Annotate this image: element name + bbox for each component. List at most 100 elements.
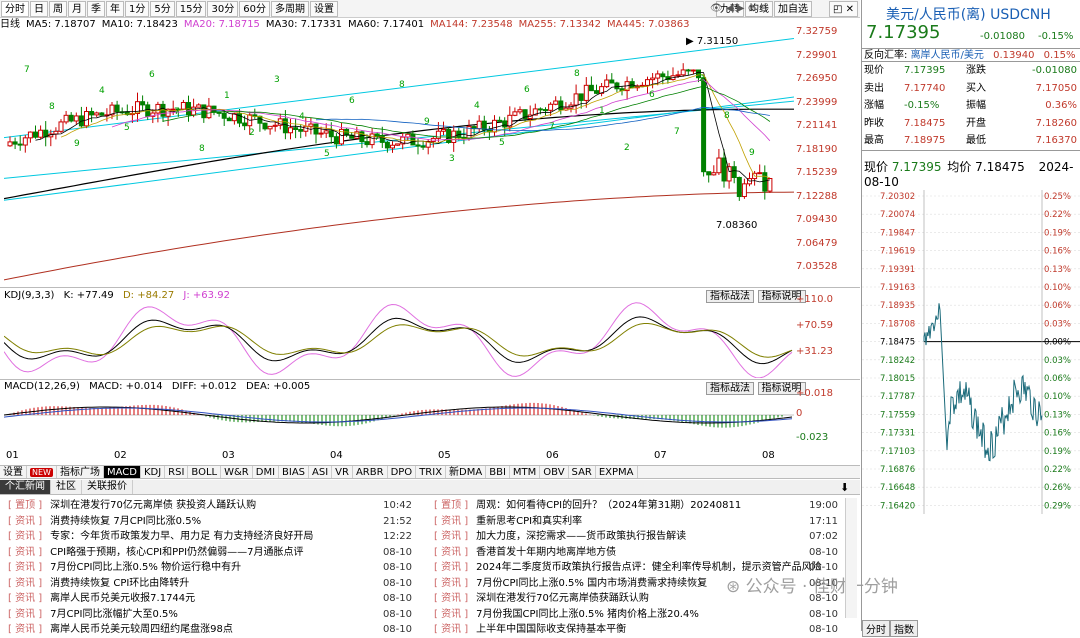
- news-item[interactable]: [ 资讯 ] 7月份CPI同比上涨0.5% 国内市场消费需求持续恢复 08-10: [426, 576, 846, 592]
- macd-strategy-button[interactable]: 指标战法: [706, 382, 754, 395]
- period-button[interactable]: 日: [30, 1, 48, 17]
- tab-index[interactable]: 指数: [890, 620, 918, 637]
- news-item[interactable]: [ 资讯 ] 离岸人民币兑美元较周四纽约尾盘涨98点 08-10: [0, 622, 420, 638]
- indicator-tab-w&r[interactable]: W&R: [221, 466, 253, 478]
- period-button[interactable]: 年: [106, 1, 124, 17]
- news-item[interactable]: [ 置顶 ] 深圳在港发行70亿元离岸债 获投资人踊跃认购 10:42: [0, 498, 420, 514]
- indicator-tab-arbr[interactable]: ARBR: [353, 466, 388, 478]
- candle: [99, 112, 105, 116]
- period-button[interactable]: 周: [49, 1, 67, 17]
- news-title[interactable]: 深圳在港发行70亿元离岸债获踊跃认购: [476, 593, 649, 604]
- intraday-price-tick: 7.18708: [880, 319, 915, 329]
- indicator-tab-asi[interactable]: ASI: [309, 466, 333, 478]
- news-title[interactable]: 深圳在港发行70亿元离岸债 获投资人踊跃认购: [50, 500, 257, 511]
- news-item[interactable]: [ 资讯 ] 香港首发十年期内地离岸地方债 08-10: [426, 545, 846, 561]
- news-tab[interactable]: 社区: [51, 480, 82, 494]
- tab-intraday[interactable]: 分时: [862, 620, 890, 637]
- news-item[interactable]: [ 资讯 ] 7月份CPI同比上涨0.5% 物价运行稳中有升 08-10: [0, 560, 420, 576]
- news-title[interactable]: CPI略强于预期，核心CPI和PPI仍然偏弱——7月通胀点评: [50, 546, 304, 558]
- macd-help-button[interactable]: 指标说明: [757, 382, 806, 395]
- window-control-icon[interactable]: ◰ ✕: [828, 1, 858, 17]
- news-tab[interactable]: 关联报价: [82, 480, 133, 494]
- candle: [73, 112, 79, 125]
- news-item[interactable]: [ 资讯 ] 消费持续恢复 CPI环比由降转升 08-10: [0, 576, 420, 592]
- indicator-tab-dmi[interactable]: DMI: [253, 466, 280, 478]
- news-item[interactable]: [ 资讯 ] 加大力度，深挖需求——货币政策执行报告解读 07:02: [426, 529, 846, 545]
- indicator-tab-mtm[interactable]: MTM: [510, 466, 541, 478]
- indicator-tab-new[interactable]: NEW: [27, 466, 57, 478]
- period-button[interactable]: 5分: [150, 1, 175, 17]
- news-title[interactable]: 加大力度，深挖需求——货币政策执行报告解读: [476, 531, 687, 542]
- indicator-tab-vr[interactable]: VR: [332, 466, 353, 478]
- candle: [84, 106, 89, 129]
- period-button[interactable]: 15分: [175, 1, 207, 17]
- indicator-tab-bias[interactable]: BIAS: [279, 466, 310, 478]
- candle: [645, 76, 650, 94]
- news-item[interactable]: [ 资讯 ] 消费持续恢复 7月CPI同比涨0.5% 21:52: [0, 514, 420, 530]
- news-title[interactable]: 2024年二季度货币政策执行报告点评：健全利率传导机制，提示资管产品风险: [476, 562, 822, 573]
- indicator-tab-kdj[interactable]: KDJ: [141, 466, 166, 478]
- chart-controls[interactable]: 👁 ◀ ▶ ⊕ ⊖: [710, 3, 768, 14]
- indicator-tab-设置[interactable]: 设置: [0, 466, 27, 478]
- indicator-tab-trix[interactable]: TRIX: [416, 466, 447, 478]
- indicator-tab-bbi[interactable]: BBI: [486, 466, 510, 478]
- candle: [53, 127, 59, 140]
- indicator-tab-sar[interactable]: SAR: [569, 466, 596, 478]
- indicator-tab-obv[interactable]: OBV: [540, 466, 569, 478]
- news-time: 08-10: [382, 546, 412, 558]
- period-button[interactable]: 1分: [125, 1, 150, 17]
- toolbar-right-button[interactable]: 加自选: [774, 1, 812, 17]
- period-button[interactable]: 设置: [309, 1, 338, 17]
- news-title[interactable]: 7月份CPI同比上涨0.5% 国内市场消费需求持续恢复: [476, 577, 708, 589]
- kdj-strategy-button[interactable]: 指标战法: [706, 290, 754, 303]
- news-item[interactable]: [ 资讯 ] 7月份我国CPI同比上涨0.5% 猪肉价格上涨20.4% 08-10: [426, 607, 846, 623]
- news-item[interactable]: [ 资讯 ] 上半年中国国际收支保持基本平衡 08-10: [426, 622, 846, 638]
- news-item[interactable]: [ 置顶 ] 周观：如何看待CPI的回升？（2024年第31期）20240811 1…: [426, 498, 846, 514]
- news-title[interactable]: 离岸人民币兑美元收报7.1744元: [50, 593, 196, 604]
- period-button[interactable]: 分时: [1, 1, 29, 17]
- indicator-tab-新dma[interactable]: 新DMA: [446, 466, 487, 478]
- intraday-chart[interactable]: 7.20302 0.25% 7.20074 0.22% 7.19847 0.19% 7.19…: [862, 190, 1080, 514]
- reverse-rate-pair[interactable]: 离岸人民币/美元: [910, 50, 984, 61]
- news-item[interactable]: [ 资讯 ] 专家：今年货币政策发力早、用力足 有力支持经济良好开局 12:22: [0, 529, 420, 545]
- news-title[interactable]: 上半年中国国际收支保持基本平衡: [476, 624, 627, 635]
- period-button[interactable]: 月: [68, 1, 86, 17]
- news-title[interactable]: 重新思考CPI和真实利率: [476, 515, 583, 527]
- period-button[interactable]: 季: [87, 1, 105, 17]
- news-item[interactable]: [ 资讯 ] 深圳在港发行70亿元离岸债获踊跃认购 08-10: [426, 591, 846, 607]
- news-title[interactable]: 消费持续恢复 7月CPI同比涨0.5%: [50, 515, 202, 527]
- kdj-help-button[interactable]: 指标说明: [757, 290, 806, 303]
- period-button[interactable]: 30分: [207, 1, 239, 17]
- news-title[interactable]: 7月CPI同比涨幅扩大至0.5%: [50, 608, 178, 620]
- period-button[interactable]: 60分: [239, 1, 270, 17]
- news-title[interactable]: 香港首发十年期内地离岸地方债: [476, 546, 617, 558]
- download-icon[interactable]: ⬇: [840, 481, 850, 494]
- news-title[interactable]: 离岸人民币兑美元较周四纽约尾盘涨98点: [50, 624, 233, 635]
- news-item[interactable]: [ 资讯 ] 离岸人民币兑美元收报7.1744元 08-10: [0, 591, 420, 607]
- news-time: 08-10: [382, 624, 412, 635]
- candle: [262, 122, 268, 131]
- candlestick-chart[interactable]: 7 8 9 4 5 6 7 8 1 2 3 4 5 6 7 8 9 3 4 5 6 7 8 1 2 6 7 2 8 9: [4, 32, 794, 284]
- indicator-tab-指标广场[interactable]: 指标广场: [57, 466, 104, 478]
- toolbar-right-button[interactable]: 九转: [716, 1, 744, 17]
- indicator-tab-dpo[interactable]: DPO: [388, 466, 417, 478]
- toolbar-right-button[interactable]: 均线: [745, 1, 773, 17]
- news-tag: [ 资讯 ]: [434, 515, 469, 527]
- news-title[interactable]: 专家：今年货币政策发力早、用力足 有力支持经济良好开局: [50, 531, 314, 542]
- news-tab[interactable]: 个汇新闻: [0, 480, 51, 494]
- news-scrollbar[interactable]: [845, 498, 857, 618]
- indicator-tab-rsi[interactable]: RSI: [165, 466, 189, 478]
- news-item[interactable]: [ 资讯 ] 2024年二季度货币政策执行报告点评：健全利率传导机制，提示资管产品…: [426, 560, 846, 576]
- news-title[interactable]: 7月份CPI同比上涨0.5% 物价运行稳中有升: [50, 562, 242, 573]
- news-item[interactable]: [ 资讯 ] 7月CPI同比涨幅扩大至0.5% 08-10: [0, 607, 420, 623]
- news-title[interactable]: 周观：如何看待CPI的回升？（2024年第31期）20240811: [476, 500, 742, 511]
- period-button[interactable]: 多周期: [270, 1, 309, 17]
- news-item[interactable]: [ 资讯 ] 重新思考CPI和真实利率 17:11: [426, 514, 846, 530]
- intraday-price-tick: 7.17787: [880, 392, 915, 402]
- news-item[interactable]: [ 资讯 ] CPI略强于预期，核心CPI和PPI仍然偏弱——7月通胀点评 08-1…: [0, 545, 420, 561]
- news-title[interactable]: 7月份我国CPI同比上涨0.5% 猪肉价格上涨20.4%: [476, 608, 699, 620]
- indicator-tab-expma[interactable]: EXPMA: [596, 466, 638, 478]
- indicator-tab-macd[interactable]: MACD: [103, 466, 141, 478]
- indicator-tab-boll[interactable]: BOLL: [188, 466, 222, 478]
- news-title[interactable]: 消费持续恢复 CPI环比由降转升: [50, 577, 190, 589]
